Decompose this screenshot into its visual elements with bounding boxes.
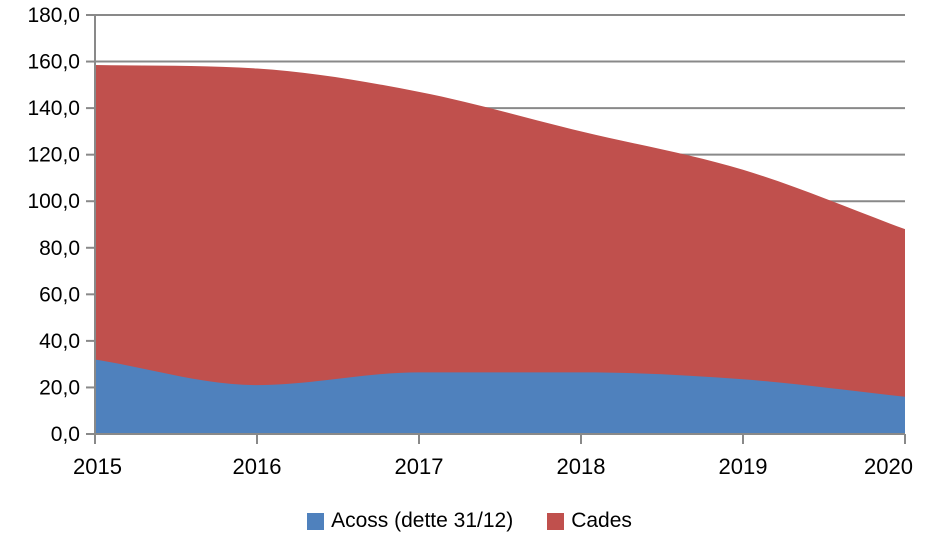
legend-item-acoss: Acoss (dette 31/12) <box>307 509 513 533</box>
y-tick-label-60: 60,0 <box>39 283 80 306</box>
x-tick-label-2016: 2016 <box>233 454 282 479</box>
legend-label-cades: Cades <box>571 509 632 532</box>
y-tick-label-80: 80,0 <box>39 237 80 260</box>
legend-swatch-acoss <box>307 512 325 530</box>
legend-swatch-cades <box>547 512 565 530</box>
x-tick-label-2018: 2018 <box>557 454 606 479</box>
legend: Acoss (dette 31/12) Cades <box>0 509 939 533</box>
y-tick-label-40: 40,0 <box>39 330 80 353</box>
y-tick-label-120: 120,0 <box>27 144 80 167</box>
y-tick-label-0: 0,0 <box>51 423 80 446</box>
y-tick-label-140: 140,0 <box>27 97 80 120</box>
x-tick-label-2015: 2015 <box>73 454 122 479</box>
legend-label-acoss: Acoss (dette 31/12) <box>331 509 514 532</box>
y-tick-label-100: 100,0 <box>27 190 80 213</box>
y-tick-label-180: 180,0 <box>27 4 80 27</box>
plot-area: 0,0 20,0 40,0 60,0 80,0 100,0 120,0 140,0 160,0 1… <box>27 4 913 479</box>
y-tick-label-160: 160,0 <box>27 51 80 74</box>
area-series-1 <box>95 65 905 434</box>
legend-item-cades: Cades <box>547 509 632 533</box>
area-series-0 <box>95 359 905 434</box>
x-tick-label-2020: 2020 <box>864 454 913 479</box>
x-tick-label-2017: 2017 <box>395 454 444 479</box>
y-tick-label-20: 20,0 <box>39 376 80 399</box>
x-tick-label-2019: 2019 <box>719 454 768 479</box>
